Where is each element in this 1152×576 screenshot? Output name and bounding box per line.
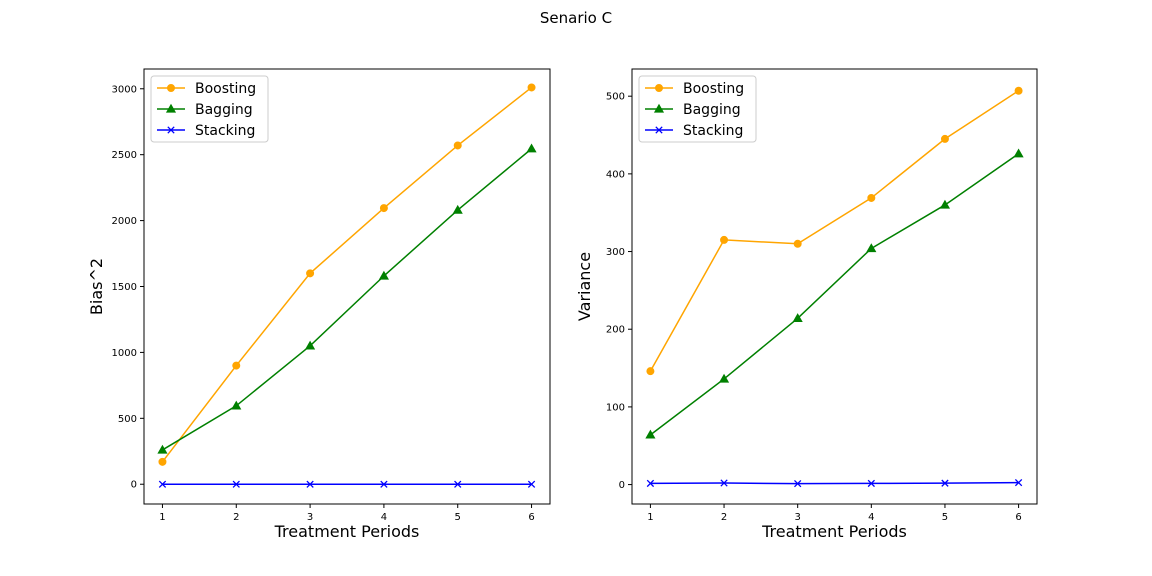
bias-x-tick-label: 3 — [307, 512, 313, 523]
bias-boosting-point — [232, 361, 241, 370]
variance-stacking-point — [720, 479, 728, 487]
variance-x-tick-label: 4 — [868, 512, 874, 523]
bias-y-tick-label: 0 — [131, 480, 137, 491]
bias-stacking-point — [306, 480, 314, 488]
variance-bagging-point — [792, 313, 803, 322]
variance-stacking-line — [650, 481, 1019, 485]
variance-stacking-point — [867, 479, 875, 488]
bias-y-axis-label: Bias^2 — [87, 258, 106, 315]
bias-boosting-point — [453, 141, 462, 150]
variance-boosting-line — [649, 90, 1020, 372]
bias-y-tick-label: 3000 — [112, 84, 137, 95]
bias-y-tick-label: 2500 — [112, 150, 137, 161]
variance-boosting-point — [646, 367, 655, 376]
bias-legend-stacking-marker — [167, 126, 175, 134]
variance-stacking-point — [646, 479, 655, 488]
variance-y-axis-label: Variance — [575, 252, 594, 321]
variance-legend-boosting-label: Boosting — [683, 81, 744, 97]
variance-y-tick-label: 300 — [606, 247, 625, 258]
variance-bagging-point — [939, 199, 951, 209]
bias-plot: 1 2 3 4 5 6 0 500 1000 1500 2000 2500 3000 Treatment … — [87, 68, 551, 541]
variance-legend-box — [638, 75, 757, 143]
bias-boosting-point — [527, 83, 536, 92]
bias-legend-bagging-label: Bagging — [195, 102, 253, 118]
bias-boosting-line — [161, 86, 533, 463]
bias-bagging-line — [162, 148, 533, 451]
bias-boosting-point — [379, 204, 388, 213]
bias-boosting-point — [158, 457, 167, 466]
bias-stacking-point — [158, 480, 167, 488]
bias-x-tick-label: 2 — [233, 512, 239, 523]
variance-bagging-point — [1013, 148, 1024, 158]
variance-y-tick-label: 100 — [606, 402, 625, 413]
bias-legend-bagging-marker — [165, 103, 177, 113]
variance-boosting-point — [793, 239, 802, 248]
bias-bagging-point — [526, 143, 537, 153]
bias-bagging-point — [157, 444, 168, 454]
variance-x-tick-label: 5 — [942, 512, 948, 523]
variance-x-tick-label: 1 — [647, 512, 653, 523]
bias-y-tick-label: 1500 — [112, 282, 137, 293]
bias-y-tick-label: 500 — [118, 414, 137, 425]
variance-axes-frame — [631, 68, 1038, 505]
bias-x-tick-label: 1 — [159, 512, 165, 523]
bias-x-axis-label: Treatment Periods — [274, 522, 420, 541]
variance-stacking-point — [1014, 478, 1023, 487]
variance-bagging-line — [649, 153, 1020, 436]
variance-x-tick-label: 3 — [794, 512, 800, 523]
bias-stacking-point — [380, 480, 388, 488]
bias-x-tick-label: 6 — [528, 512, 534, 523]
variance-x-tick-label: 6 — [1015, 512, 1021, 523]
bias-stacking-point — [232, 480, 240, 488]
variance-y-tick-label: 200 — [606, 325, 625, 336]
variance-legend-boosting-marker — [655, 84, 663, 92]
variance-stacking-point — [794, 479, 802, 488]
bias-legend-boosting-marker — [167, 84, 175, 92]
bias-bagging-point — [231, 400, 242, 410]
variance-legend-bagging-label: Bagging — [683, 102, 741, 118]
variance-x-tick-label: 2 — [721, 512, 727, 523]
bias-x-tick-label: 5 — [455, 512, 461, 523]
variance-bagging-point — [866, 243, 877, 253]
variance-boosting-point — [720, 235, 729, 244]
bias-stacking-point — [527, 480, 536, 488]
variance-stacking-point — [941, 479, 949, 487]
variance-x-axis-label: Treatment Periods — [761, 522, 907, 541]
figure-title: Senario C — [539, 9, 613, 27]
bias-stacking-point — [454, 480, 462, 488]
bias-y-tick-label: 2000 — [112, 216, 137, 227]
variance-boosting-point — [867, 193, 876, 202]
bias-legend-boosting-label: Boosting — [195, 81, 256, 97]
bias-legend-stacking-label: Stacking — [195, 123, 255, 139]
variance-y-tick-label: 0 — [619, 480, 625, 491]
variance-plot: 1 2 3 4 5 6 0 100 200 300 400 500 Treatment Periods V… — [575, 68, 1038, 541]
variance-y-tick-label: 400 — [606, 169, 625, 180]
bias-bagging-point — [378, 270, 389, 280]
variance-bagging-point — [718, 373, 730, 383]
variance-legend-stacking-marker — [655, 126, 663, 134]
bias-x-tick-label: 4 — [381, 512, 387, 523]
bias-bagging-point — [305, 340, 316, 350]
variance-bagging-point — [645, 429, 656, 439]
bias-bagging-point — [452, 204, 463, 214]
bias-y-tick-label: 1000 — [112, 348, 137, 359]
bias-boosting-point — [306, 269, 315, 278]
variance-boosting-point — [1014, 86, 1023, 95]
bias-legend-box — [150, 75, 269, 143]
variance-y-tick-label: 500 — [606, 92, 625, 103]
variance-boosting-point — [940, 134, 949, 143]
variance-legend-stacking-label: Stacking — [683, 123, 743, 139]
variance-legend-bagging-marker — [653, 103, 665, 113]
